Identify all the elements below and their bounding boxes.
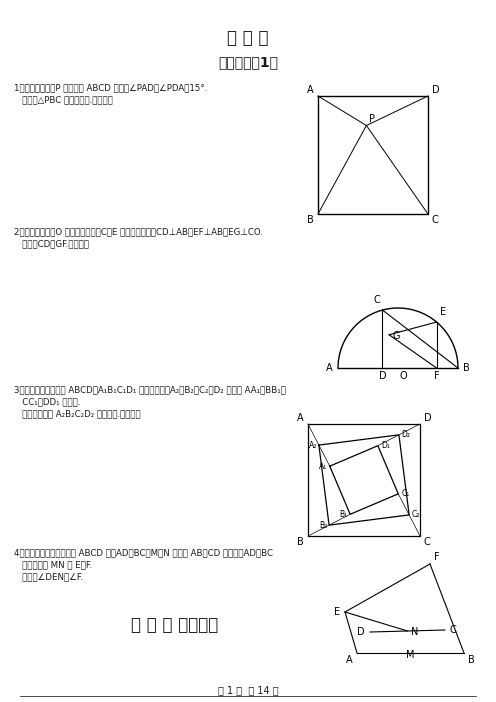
Text: C₂: C₂ <box>411 510 420 519</box>
Text: P: P <box>370 114 375 124</box>
Text: 2．已知：如图，O 是半圆的圆心，C、E 是圆上的两点，CD⊥AB，EF⊥AB，EG⊥CO.: 2．已知：如图，O 是半圆的圆心，C、E 是圆上的两点，CD⊥AB，EF⊥AB，… <box>14 227 263 237</box>
Text: 求证：四边形 A₂B₂C₂D₂ 是正方形.（初二）: 求证：四边形 A₂B₂C₂D₂ 是正方形.（初二） <box>14 409 141 418</box>
Text: E: E <box>334 607 340 617</box>
Text: D: D <box>424 413 432 423</box>
Text: D₂: D₂ <box>401 430 410 439</box>
Text: B₁: B₁ <box>339 510 347 519</box>
Text: E: E <box>439 307 446 317</box>
Text: B: B <box>297 537 304 547</box>
Text: A: A <box>298 413 304 423</box>
Text: O: O <box>400 371 408 381</box>
Text: B₂: B₂ <box>319 521 327 529</box>
Text: C: C <box>424 537 431 547</box>
Text: G: G <box>392 331 400 340</box>
Text: B: B <box>463 363 470 373</box>
Text: 求证：△PBC 是正三角形.（初二）: 求证：△PBC 是正三角形.（初二） <box>14 95 113 105</box>
Text: A: A <box>346 655 353 665</box>
Text: 求证：∠DEN＝∠F.: 求证：∠DEN＝∠F. <box>14 573 83 581</box>
Text: D: D <box>358 627 365 637</box>
Text: D: D <box>432 85 439 95</box>
Text: M: M <box>406 650 415 660</box>
Text: CC₁、DD₁ 的中点.: CC₁、DD₁ 的中点. <box>14 397 80 406</box>
Text: D: D <box>378 371 386 381</box>
Text: C₁: C₁ <box>401 489 410 498</box>
Text: C: C <box>449 625 456 635</box>
Text: 求证：CD＝GF.（初二）: 求证：CD＝GF.（初二） <box>14 239 89 249</box>
Text: B: B <box>307 215 314 225</box>
Text: 压 轴 题: 压 轴 题 <box>227 29 269 47</box>
Text: B: B <box>468 655 475 665</box>
Text: 经典难题（1）: 经典难题（1） <box>218 55 278 69</box>
Text: C: C <box>432 215 439 225</box>
Text: A₂: A₂ <box>309 441 317 449</box>
Text: A₁: A₁ <box>318 462 327 470</box>
Text: F: F <box>434 371 439 381</box>
Text: D₁: D₁ <box>381 442 390 450</box>
Text: 3．如图，已知四边形 ABCD、A₁B₁C₁D₁ 都是正方形，A₂、B₂、C₂、D₂ 分别是 AA₁、BB₁、: 3．如图，已知四边形 ABCD、A₁B₁C₁D₁ 都是正方形，A₂、B₂、C₂、… <box>14 385 286 395</box>
Text: 的延长线交 MN 于 E、F.: 的延长线交 MN 于 E、F. <box>14 560 92 569</box>
Text: F: F <box>434 552 439 562</box>
Text: 经 典 难 题（二）: 经 典 难 题（二） <box>131 616 219 634</box>
Text: A: A <box>308 85 314 95</box>
Text: 1．已知：如图，P 是正方形 ABCD 内点，∠PAD＝∠PDA＝15°.: 1．已知：如图，P 是正方形 ABCD 内点，∠PAD＝∠PDA＝15°. <box>14 84 207 93</box>
Text: N: N <box>411 627 418 637</box>
Text: A: A <box>326 363 333 373</box>
Text: C: C <box>373 295 380 305</box>
Text: 4．已知：如图，在四边形 ABCD 中，AD＝BC，M、N 分别是 AB、CD 的中点，AD、BC: 4．已知：如图，在四边形 ABCD 中，AD＝BC，M、N 分别是 AB、CD … <box>14 548 273 557</box>
Text: 第 1 页  共 14 页: 第 1 页 共 14 页 <box>218 685 278 695</box>
